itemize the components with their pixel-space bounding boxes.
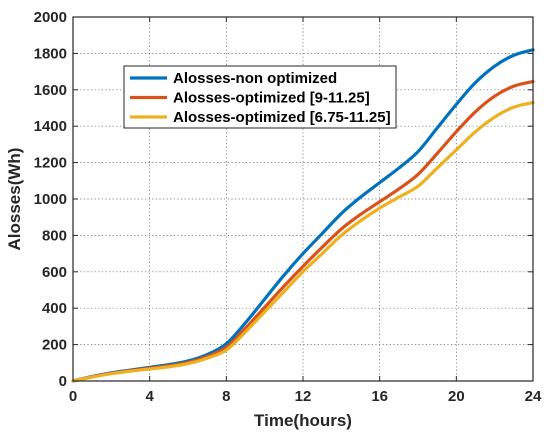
legend-label-1: Alosses-non optimized bbox=[173, 70, 337, 87]
legend-box bbox=[123, 65, 397, 129]
x-tick-label: 0 bbox=[69, 388, 77, 405]
y-tick-label: 1400 bbox=[34, 118, 67, 135]
x-tick-label: 4 bbox=[145, 388, 154, 405]
y-tick-label: 1600 bbox=[34, 82, 67, 99]
x-tick-label: 16 bbox=[371, 388, 388, 405]
y-tick-label: 1800 bbox=[34, 45, 67, 62]
y-tick-label: 600 bbox=[42, 264, 67, 281]
y-tick-label: 2000 bbox=[34, 9, 67, 26]
y-tick-label: 0 bbox=[59, 373, 67, 390]
x-axis-label: Time(hours) bbox=[254, 411, 352, 430]
x-tick-label: 8 bbox=[222, 388, 230, 405]
legend: Alosses-non optimized Alosses-optimized [… bbox=[123, 65, 397, 129]
y-tick-label: 200 bbox=[42, 337, 67, 354]
y-tick-label: 800 bbox=[42, 227, 67, 244]
series-lines bbox=[71, 48, 535, 383]
legend-label-2: Alosses-optimized [9-11.25] bbox=[173, 90, 370, 107]
y-axis-label: Alosses(Wh) bbox=[5, 148, 24, 251]
y-tick-label: 1000 bbox=[34, 191, 67, 208]
y-tick-label: 400 bbox=[42, 300, 67, 317]
legend-label-3: Alosses-optimized [6.75-11.25] bbox=[173, 109, 391, 126]
x-tick-label: 20 bbox=[448, 388, 465, 405]
x-tick-label: 24 bbox=[525, 388, 542, 405]
series-line-3 bbox=[71, 100, 535, 383]
y-tick-label: 1200 bbox=[34, 155, 67, 172]
axis-ticks: 0 4 8 12 16 20 24 0 200 400 600 800 1000 1200 1400 1600… bbox=[34, 9, 542, 405]
x-tick-label: 12 bbox=[295, 388, 312, 405]
